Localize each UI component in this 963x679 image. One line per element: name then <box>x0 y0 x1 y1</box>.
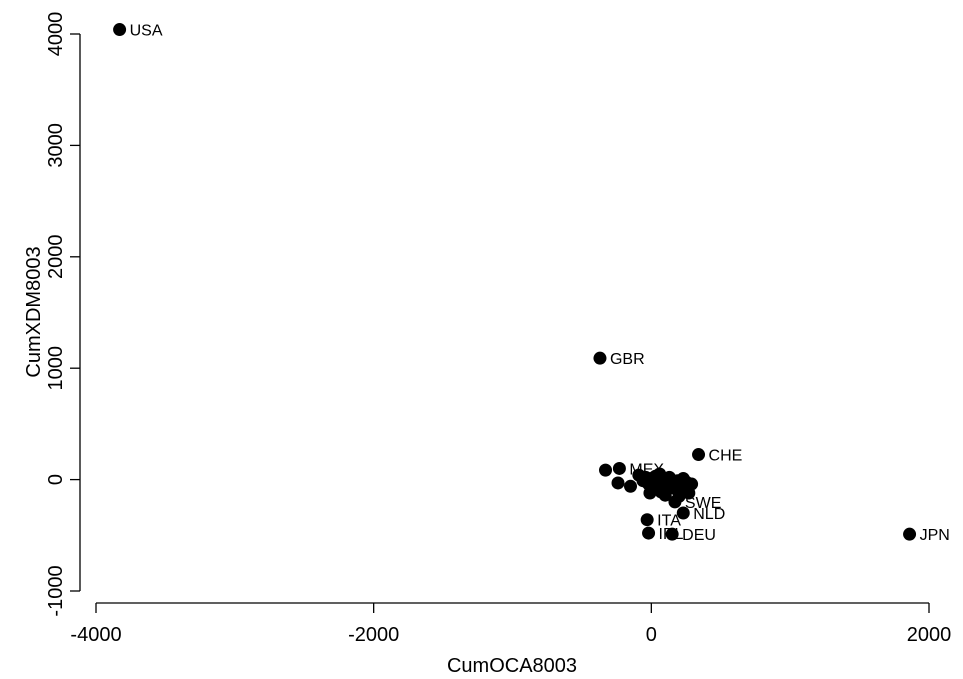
y-tick-label: -1000 <box>45 565 67 616</box>
data-points: USAGBRCHEJPNNLDITAIRLDEUSWEMEX <box>113 23 950 544</box>
data-point <box>903 527 917 541</box>
y-axis: -1000 0 1000 2000 3000 4000 <box>45 12 81 617</box>
data-point <box>665 527 679 541</box>
y-tick-label: 1000 <box>45 346 67 391</box>
x-axis: -4000 -2000 0 2000 <box>70 602 952 646</box>
y-tick-label: 0 <box>45 474 67 485</box>
point-label: SWE <box>685 495 721 512</box>
data-point <box>672 489 686 503</box>
data-point <box>599 463 613 477</box>
x-tick-label: 2000 <box>907 624 952 646</box>
y-tick-label: 2000 <box>45 235 67 280</box>
y-tick-label: 4000 <box>45 12 67 57</box>
y-tick-label: 3000 <box>45 123 67 168</box>
x-tick-label: 0 <box>646 624 657 646</box>
data-point <box>642 526 656 540</box>
x-tick-label: -2000 <box>348 624 399 646</box>
point-label: JPN <box>920 527 950 544</box>
data-point <box>640 513 654 527</box>
x-axis-title: CumOCA8003 <box>447 655 577 677</box>
point-label: NLD <box>693 506 725 523</box>
data-point <box>643 486 657 500</box>
data-point <box>612 461 626 475</box>
data-point <box>658 488 672 502</box>
point-label: USA <box>130 23 163 40</box>
data-point <box>685 477 699 491</box>
point-label: ITA <box>657 513 681 530</box>
y-axis-title: CumXDM8003 <box>23 246 45 377</box>
data-point <box>676 506 690 520</box>
data-point <box>653 467 667 481</box>
data-point <box>593 351 607 365</box>
data-point <box>692 448 706 462</box>
point-label: DEU <box>682 527 716 544</box>
data-point <box>611 476 625 490</box>
point-label: GBR <box>610 351 645 368</box>
x-tick-label: -4000 <box>70 624 121 646</box>
data-point <box>624 479 638 493</box>
point-label: CHE <box>709 448 743 465</box>
data-point <box>113 23 127 37</box>
